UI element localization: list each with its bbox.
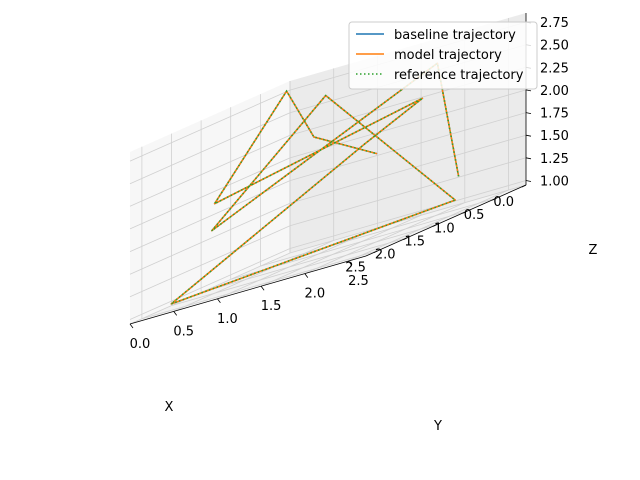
x-tick-label: 1.5 — [404, 234, 425, 249]
grid-line — [289, 89, 527, 159]
reference-trajectory-line — [170, 61, 460, 305]
tick-mark — [432, 224, 438, 227]
grid-line — [129, 112, 291, 185]
grid-line — [200, 224, 438, 293]
x-tick-label: 2.5 — [345, 261, 366, 276]
grid-line — [129, 89, 291, 162]
grid-line — [129, 225, 291, 298]
grid-lines — [129, 18, 527, 325]
z-axis-label: Z — [589, 243, 598, 258]
legend-box — [348, 21, 538, 90]
tick-labels: 0.0 0.5 1.0 1.5 2.0 2.5 0.0 0.5 1.0 1.5 2.0 2.5 1.00… — [130, 16, 569, 352]
y-tick-label: 1.5 — [261, 299, 282, 314]
grid-line — [171, 237, 408, 306]
y-tick-label: 2.0 — [304, 287, 325, 302]
legend-label-model: model trajectory — [394, 48, 502, 63]
tick-mark — [492, 197, 497, 201]
grid-line — [289, 157, 527, 227]
grid-line — [260, 197, 497, 267]
grid-line — [260, 214, 422, 287]
y-axis-line — [129, 255, 367, 325]
z-tick-label: 2.50 — [540, 39, 569, 54]
grid-line — [289, 180, 527, 249]
x-axis-line — [365, 184, 527, 257]
y-tick-label: 1.0 — [217, 312, 238, 327]
grid-line — [141, 250, 379, 320]
y-tick-label: 0.0 — [130, 337, 151, 352]
tick-mark — [217, 298, 221, 304]
tick-mark — [525, 89, 532, 92]
x-tick-label: 0.5 — [464, 208, 485, 223]
tick-mark — [525, 157, 532, 160]
tick-mark — [521, 184, 527, 188]
tick-mark — [129, 323, 134, 329]
grid-line — [289, 184, 527, 254]
x-tick-label: 1.0 — [434, 221, 455, 236]
tick-mark — [525, 134, 532, 137]
z-tick-label: 2.00 — [540, 84, 569, 99]
tick-mark — [173, 311, 178, 316]
grid-line — [129, 248, 291, 320]
tick-mark — [348, 260, 352, 266]
tick-mark — [373, 250, 379, 254]
tick-mark — [525, 180, 532, 182]
y-axis-label: Y — [433, 419, 442, 434]
z-tick-label: 2.75 — [540, 16, 569, 31]
z-tick-label: 1.75 — [540, 107, 569, 122]
tick-mark — [304, 273, 309, 278]
grid-line — [289, 134, 527, 204]
legend-label-baseline: baseline trajectory — [394, 28, 516, 43]
grid-line — [129, 134, 291, 207]
grid-line — [348, 189, 509, 262]
tick-mark — [260, 285, 265, 291]
z-tick-label: 1.50 — [540, 129, 569, 144]
grid-line — [173, 240, 334, 312]
grid-line — [217, 227, 378, 300]
grid-line — [304, 202, 465, 274]
tick-mark — [525, 112, 532, 114]
x-axis-label: X — [165, 400, 174, 415]
trajectory-lines — [170, 61, 460, 305]
grid-line — [289, 112, 527, 181]
z-tick-label: 1.25 — [540, 152, 569, 167]
x-tick-label: 0.0 — [493, 195, 514, 210]
legend: baseline trajectory model trajectory ref… — [348, 21, 538, 90]
z-tick-label: 1.00 — [540, 175, 569, 190]
y-tick-label: 2.5 — [348, 274, 369, 289]
tick-mark — [462, 210, 467, 214]
y-tick-label: 0.5 — [173, 324, 194, 339]
grid-line — [129, 202, 291, 275]
z-tick-label: 2.25 — [540, 61, 569, 76]
x-tick-label: 2.0 — [375, 248, 396, 263]
back-right-pane — [130, 81, 290, 324]
legend-label-reference: reference trajectory — [394, 68, 524, 83]
tick-mark — [403, 237, 408, 240]
grid-line — [129, 252, 291, 325]
